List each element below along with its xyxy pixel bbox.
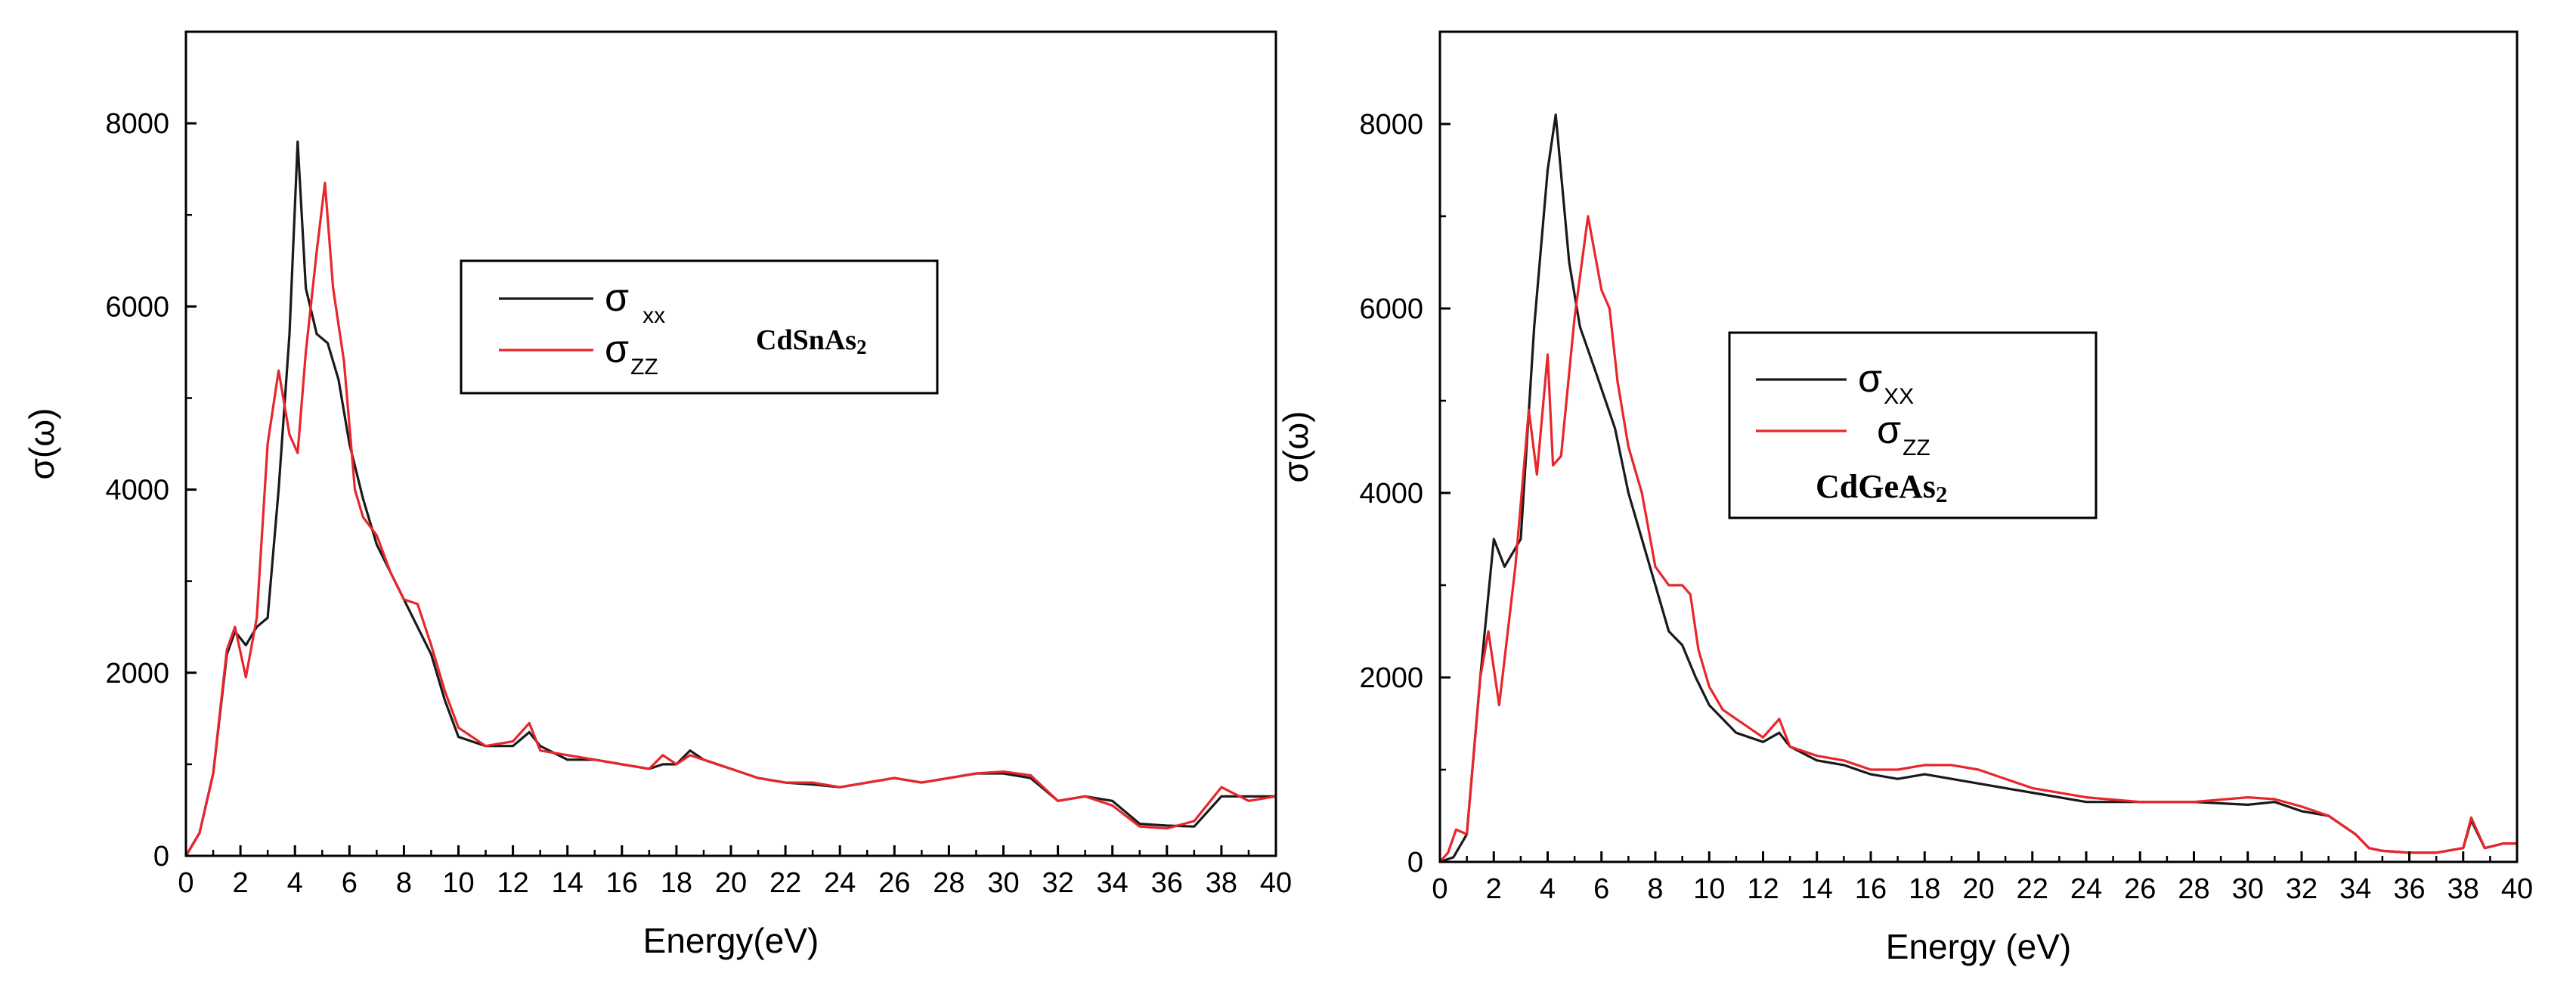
legend-box — [460, 259, 939, 395]
x-tick-label: 28 — [933, 867, 964, 899]
x-tick-label: 20 — [1962, 873, 1994, 905]
x-tick-label: 26 — [878, 867, 910, 899]
x-tick-label: 14 — [552, 867, 584, 899]
series-line-sigma-zz — [184, 181, 1277, 857]
x-tick-label: 4 — [287, 867, 303, 899]
x-tick-label: 20 — [715, 867, 747, 899]
series-line-sigma-zz — [1438, 215, 2517, 863]
x-tick-label: 34 — [1097, 867, 1129, 899]
y-tick-label: 4000 — [1359, 478, 1423, 510]
compound-subscript: 2 — [1936, 481, 1948, 507]
y-axis-title: σ(ω) — [1276, 411, 1315, 483]
x-tick-label: 38 — [1206, 867, 1237, 899]
x-tick-label: 30 — [2232, 873, 2264, 905]
x-tick-label: 22 — [2017, 873, 2048, 905]
compound-subscript: 2 — [856, 336, 867, 358]
x-tick-label: 26 — [2124, 873, 2156, 905]
compound-label: CdGeAs2 — [1816, 468, 1947, 507]
legend-box — [1728, 331, 2098, 519]
y-axis-title: σ(ω) — [22, 408, 61, 480]
x-tick-label: 24 — [2070, 873, 2102, 905]
x-tick-label: 0 — [178, 867, 194, 899]
legend-label-subscript: ZZ — [630, 355, 658, 380]
y-tick-label: 8000 — [105, 108, 169, 140]
legend-label-subscript: ZZ — [1903, 435, 1930, 460]
x-tick-label: 4 — [1540, 873, 1556, 905]
y-tick-label: 4000 — [105, 475, 169, 507]
x-tick-label: 28 — [2178, 873, 2209, 905]
x-tick-label: 6 — [342, 867, 358, 899]
x-tick-label: 22 — [769, 867, 801, 899]
x-tick-label: 32 — [2286, 873, 2317, 905]
legend-label-subscript: XX — [1884, 384, 1914, 409]
series-line-sigma-xx — [184, 140, 1276, 857]
x-tick-label: 6 — [1593, 873, 1609, 905]
x-tick-label: 18 — [661, 867, 692, 899]
x-tick-label: 36 — [1151, 867, 1183, 899]
chart-left: 0 2 4 6 8 10 12 14 16 18 20 22 24 26 28 30 32 34 36 38 40020… — [22, 30, 1292, 960]
x-tick-label: 16 — [1855, 873, 1887, 905]
x-tick-label: 8 — [1647, 873, 1663, 905]
x-tick-label: 12 — [1747, 873, 1779, 905]
x-tick-label: 0 — [1432, 873, 1447, 905]
y-tick-label: 2000 — [105, 658, 169, 690]
x-tick-label: 12 — [497, 867, 528, 899]
x-tick-label: 40 — [2501, 873, 2533, 905]
y-tick-label: 0 — [153, 841, 169, 872]
x-tick-label: 14 — [1801, 873, 1833, 905]
chart-right: 0 2 4 6 8 10 12 14 16 18 20 22 24 26 28 30 32 34 36 38 40020… — [1276, 30, 2533, 966]
x-tick-label: 38 — [2448, 873, 2479, 905]
x-tick-label: 2 — [233, 867, 249, 899]
y-tick-label: 2000 — [1359, 662, 1423, 694]
x-tick-label: 34 — [2339, 873, 2371, 905]
x-tick-label: 36 — [2393, 873, 2425, 905]
x-tick-label: 32 — [1042, 867, 1073, 899]
y-tick-label: 0 — [1407, 847, 1423, 879]
y-tick-label: 8000 — [1359, 109, 1423, 141]
x-tick-label: 40 — [1260, 867, 1292, 899]
x-tick-label: 8 — [396, 867, 412, 899]
compound-label: CdSnAs2 — [756, 324, 867, 358]
x-tick-label: 30 — [987, 867, 1019, 899]
x-axis-title: Energy(eV) — [643, 921, 819, 960]
x-tick-label: 10 — [1693, 873, 1725, 905]
x-tick-label: 2 — [1486, 873, 1502, 905]
x-axis-title: Energy (eV) — [1886, 927, 2071, 966]
x-tick-label: 10 — [442, 867, 474, 899]
y-tick-label: 6000 — [105, 291, 169, 323]
x-tick-label: 18 — [1909, 873, 1940, 905]
legend-label-subscript: xx — [642, 303, 665, 328]
y-tick-label: 6000 — [1359, 293, 1423, 325]
x-tick-label: 24 — [824, 867, 856, 899]
x-tick-label: 16 — [606, 867, 638, 899]
